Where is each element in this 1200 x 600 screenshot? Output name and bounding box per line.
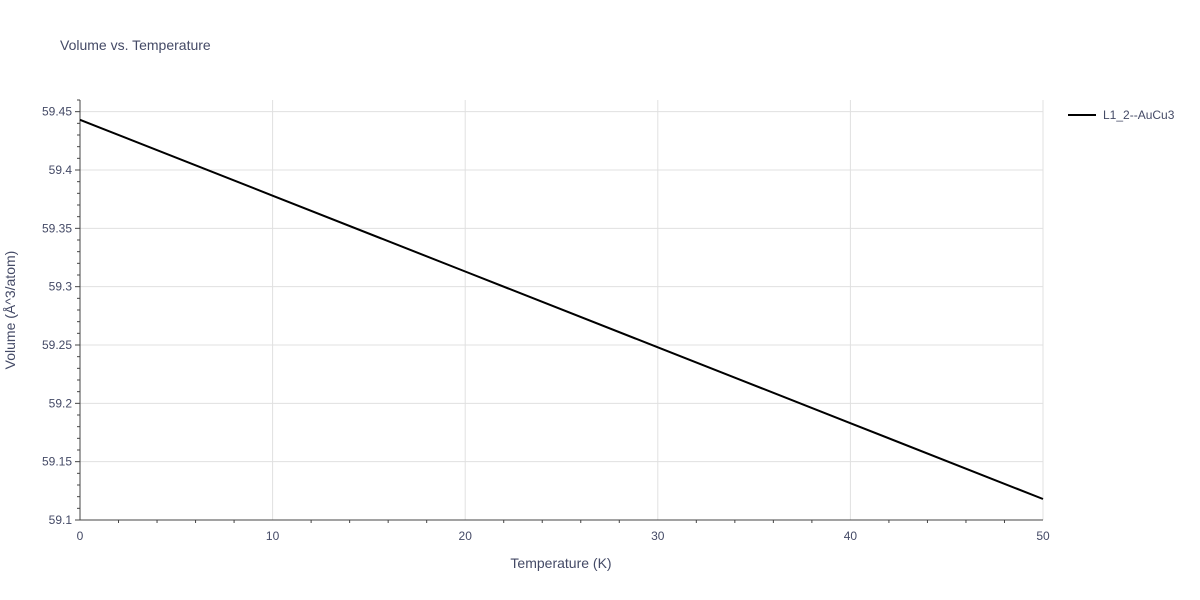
y-tick-label: 59.4 [49, 163, 73, 177]
x-tick-label: 40 [844, 529, 858, 543]
x-tick-label: 20 [459, 529, 473, 543]
axes-layer: 0 10 20 30 40 50 59.1 59.15 59.2 59.25 59.3 59.35 59… [42, 99, 1050, 543]
chart-title: Volume vs. Temperature [60, 37, 211, 53]
grid-layer [80, 100, 1044, 520]
y-tick-label: 59.35 [42, 221, 72, 235]
x-tick-label: 10 [266, 529, 280, 543]
x-axis-title: Temperature (K) [510, 555, 611, 571]
y-tick-label: 59.2 [49, 396, 73, 410]
y-axis-title: Volume (Å^3/atom) [2, 251, 18, 370]
series-layer [79, 118, 1044, 500]
x-tick-label: 0 [77, 529, 84, 543]
y-tick-label: 59.15 [42, 455, 72, 469]
legend-label: L1_2--AuCu3 [1103, 108, 1175, 122]
y-tick-label: 59.25 [42, 338, 72, 352]
y-tick-label: 59.3 [49, 280, 73, 294]
x-tick-label: 30 [651, 529, 665, 543]
x-tick-label: 50 [1036, 529, 1050, 543]
y-tick-label: 59.45 [42, 105, 72, 119]
series-line [79, 118, 1044, 500]
legend[interactable]: L1_2--AuCu3 [1068, 108, 1175, 122]
y-tick-label: 59.1 [49, 513, 73, 527]
